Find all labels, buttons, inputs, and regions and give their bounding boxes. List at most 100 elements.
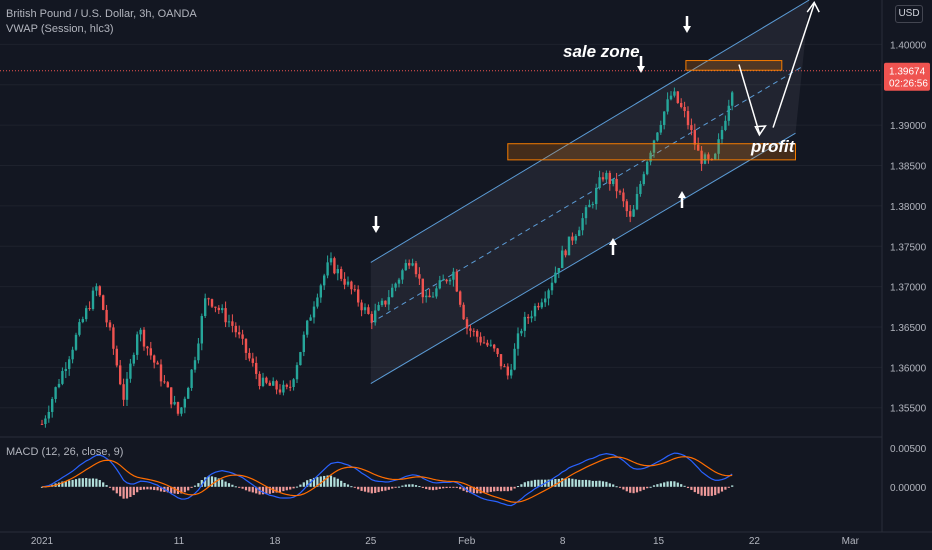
candle-body — [47, 411, 50, 419]
candle-body — [683, 106, 686, 112]
candle-body — [299, 352, 302, 366]
macd-tick-label: 0.00500 — [890, 444, 927, 455]
macd-histogram-bar — [278, 486, 282, 493]
macd-histogram-bar — [669, 481, 673, 487]
macd-histogram-bar — [656, 484, 659, 487]
candle-body — [64, 368, 67, 372]
candle-body — [51, 398, 54, 412]
macd-histogram-bar — [462, 486, 465, 491]
macd-histogram-bar — [112, 486, 115, 491]
candle-body — [374, 310, 377, 323]
candle-body — [408, 263, 411, 266]
macd-histogram-bar — [625, 486, 628, 492]
candle-body — [258, 373, 261, 387]
macd-histogram-bar — [581, 479, 584, 487]
candle-body — [523, 316, 526, 331]
macd-histogram-bar — [632, 486, 635, 494]
candle-body — [170, 387, 173, 405]
candle-body — [180, 407, 183, 414]
macd-histogram-bar — [102, 482, 105, 487]
candle-body — [289, 386, 292, 388]
macd-histogram-bar — [282, 486, 285, 492]
candle-body — [635, 193, 639, 210]
candle-body — [367, 307, 370, 314]
macd-histogram-bar — [693, 486, 696, 493]
candle-body — [598, 177, 601, 188]
macd-histogram-bar — [129, 486, 132, 497]
candle-body — [411, 263, 414, 266]
current-price-label: 1.39674 — [889, 67, 926, 78]
macd-histogram-bar — [374, 486, 377, 493]
chart-title: British Pound / U.S. Dollar, 3h, OANDA — [6, 8, 197, 20]
candle-body — [724, 120, 727, 130]
macd-histogram-bar — [513, 486, 516, 489]
macd-histogram-bar — [289, 486, 292, 490]
projection-down-line — [738, 64, 761, 134]
macd-histogram-bar — [204, 477, 207, 487]
candle-body — [676, 91, 679, 103]
candle-body — [316, 297, 319, 307]
price-tick-label: 1.37500 — [890, 242, 927, 253]
candle-body — [550, 282, 554, 291]
macd-histogram-bar — [91, 478, 95, 487]
macd-histogram-bar — [217, 478, 220, 487]
zones — [507, 60, 796, 161]
candle-body — [540, 302, 543, 308]
macd-histogram-bar — [391, 486, 394, 489]
macd-histogram-bar — [683, 485, 686, 487]
candle-body — [401, 270, 404, 280]
macd-histogram-bar — [323, 475, 326, 487]
candle-body — [557, 268, 560, 273]
candle-body — [482, 342, 486, 344]
macd-histogram-bar — [261, 486, 265, 495]
candle-body — [197, 343, 200, 361]
candle-body — [278, 389, 282, 393]
candle-body — [105, 309, 108, 323]
candle-body — [499, 354, 503, 367]
projection-up-line — [772, 3, 815, 128]
macd-histogram-bar — [346, 484, 350, 487]
up-arrow-1-head — [609, 238, 617, 245]
candle-body — [231, 321, 234, 326]
signal-line — [41, 456, 733, 503]
candle-body — [697, 144, 700, 151]
candle-body — [119, 365, 122, 385]
candle-body — [183, 398, 186, 408]
macd-histogram-bar — [210, 476, 214, 487]
sale-zone-label: sale zone — [563, 42, 640, 61]
time-tick-label: 25 — [365, 536, 377, 547]
macd-histogram-bar — [720, 486, 724, 492]
macd-histogram-bar — [312, 477, 316, 487]
candle-body — [615, 178, 618, 192]
candle-body — [132, 354, 135, 364]
macd-histogram-bar — [554, 479, 557, 487]
macd-histogram-bar — [401, 485, 404, 487]
candle-body — [292, 379, 295, 388]
candle-body — [520, 330, 523, 334]
macd-histogram-bar — [686, 486, 690, 489]
macd-histogram-bar — [452, 486, 455, 488]
macd-histogram-bar — [448, 486, 452, 488]
candle-body — [547, 290, 550, 299]
candle-body — [360, 302, 363, 311]
macd-histogram-bar — [285, 486, 288, 491]
candle-body — [418, 274, 421, 279]
candle-body — [377, 305, 380, 311]
candle-body — [608, 172, 611, 185]
macd-histogram-bar — [622, 486, 625, 490]
candle-body — [176, 402, 180, 414]
candle-body — [690, 125, 693, 131]
candle-body — [486, 342, 489, 346]
macd-histogram-bar — [295, 486, 299, 488]
macd-histogram-bar — [146, 486, 149, 490]
candle-body — [173, 402, 176, 405]
candle-body — [476, 331, 479, 337]
currency-button[interactable]: USD — [895, 5, 923, 23]
macd-histogram-bar — [336, 478, 339, 487]
macd-histogram-bar — [663, 482, 666, 487]
macd-histogram-bar — [255, 486, 258, 494]
macd-histogram-bar — [564, 478, 567, 487]
macd-histogram-bar — [190, 486, 193, 488]
macd-histogram-bar — [666, 481, 669, 487]
